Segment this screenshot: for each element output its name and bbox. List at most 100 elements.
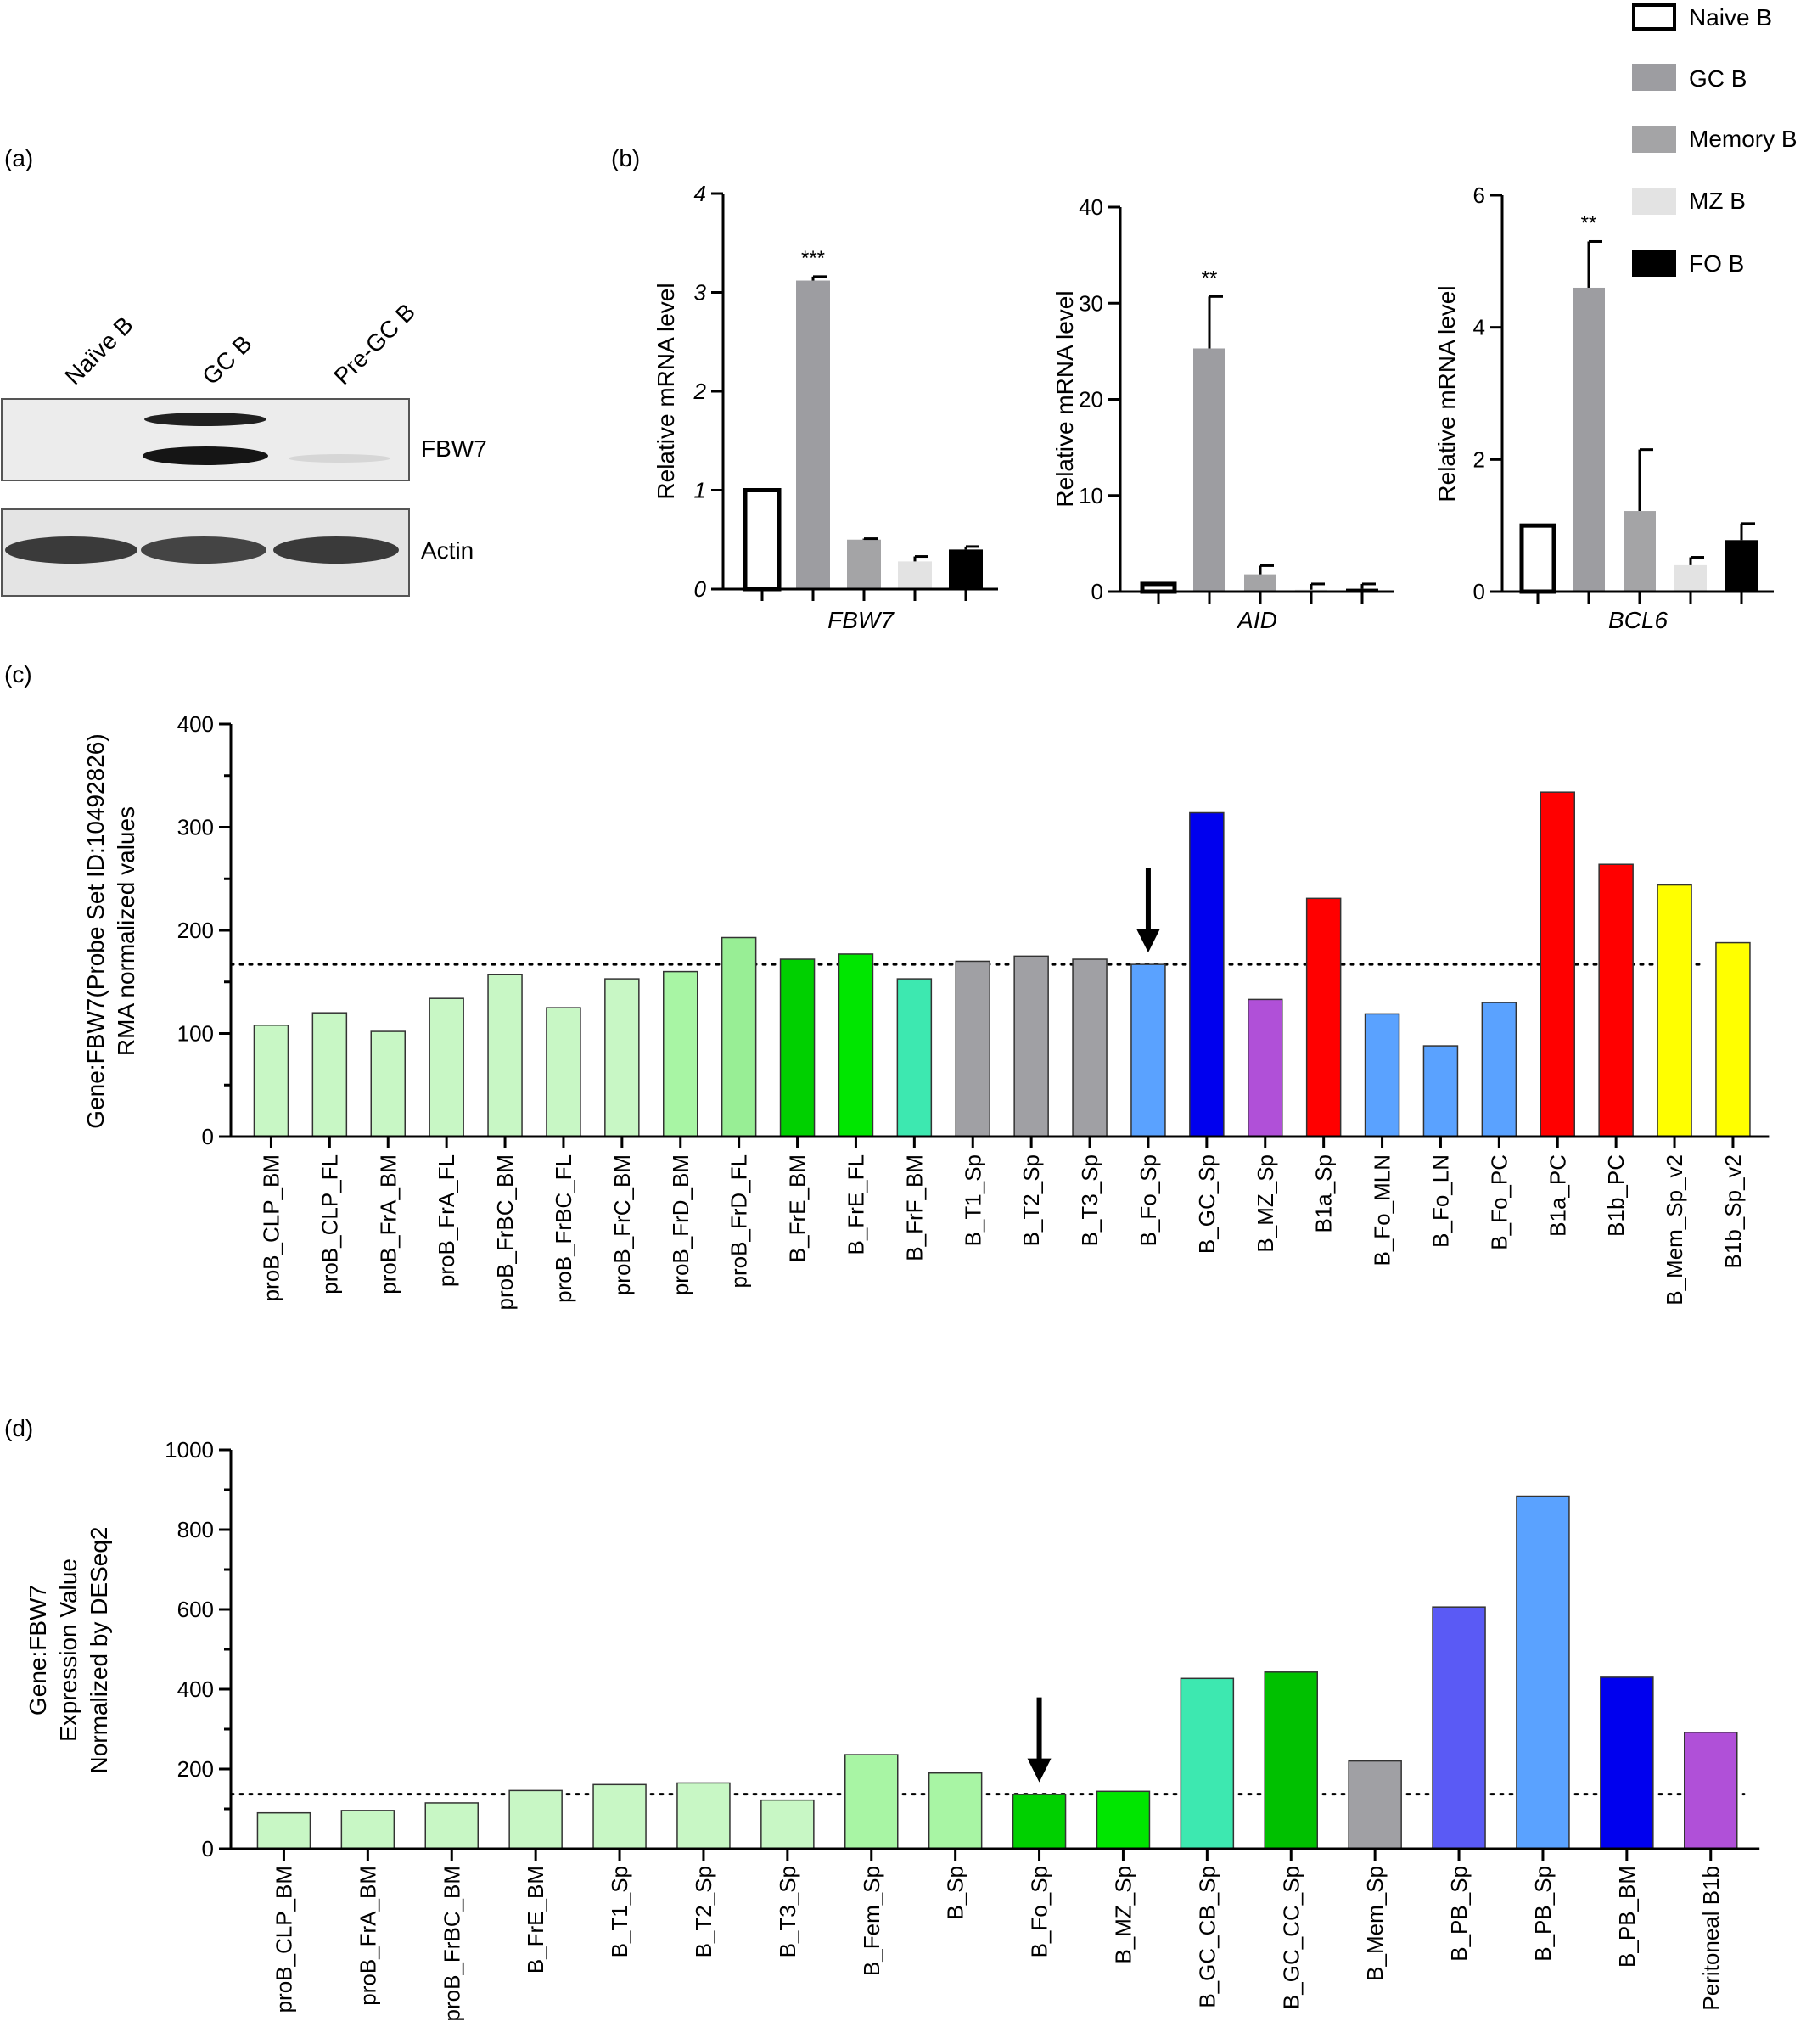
b3-y-tick-label: 4 [1473, 315, 1485, 340]
b2-y-tick-label: 0 [1091, 579, 1103, 604]
c-y-tick-label: 200 [177, 918, 214, 943]
d-category-label: B_Mem_Sp [1362, 1866, 1388, 1981]
b2-y-tick-label: 10 [1079, 483, 1103, 508]
d-bar [1348, 1760, 1402, 1850]
b1-x-axis-label: FBW7 [827, 607, 895, 633]
b3-bar [1624, 511, 1656, 592]
c-category-label: B_GC_Sp [1194, 1154, 1220, 1254]
lane-label-gc: GC B [197, 330, 256, 390]
fbw7-band-lower [143, 446, 268, 465]
c-category-label: B_Fo_MLN [1370, 1154, 1395, 1266]
b2-significance-label: ** [1202, 267, 1218, 289]
chart-fbw7-deseq2: proB_CLP_BM proB_FrA_BM proB_FrBC_BM B_FrE_… [25, 1437, 1760, 2022]
d-y-tick-label: 600 [177, 1597, 214, 1622]
legend-label-mz: MZ B [1689, 188, 1746, 214]
c-category-label: B_FrE_BM [785, 1154, 810, 1262]
chart-fbw7-mrna: *** 0 1 2 3 4 Relative mRNA level FBW7 [653, 181, 998, 633]
b1-bar [949, 549, 983, 589]
c-category-label: B_Mem_Sp_v2 [1662, 1154, 1687, 1306]
b1-y-tick-label: 4 [694, 181, 706, 206]
actin-band-naive [5, 536, 137, 564]
legend-swatch-mz [1632, 188, 1676, 215]
c-category-label: proB_CLP_BM [258, 1154, 283, 1301]
b1-significance-label: *** [801, 247, 825, 270]
d-bar [1264, 1671, 1318, 1850]
c-bar [779, 958, 816, 1137]
b3-y-tick-label: 0 [1473, 579, 1485, 604]
d-category-label: B_MZ_Sp [1110, 1866, 1136, 1964]
b1-bar [743, 488, 782, 592]
b3-y-axis-label: Relative mRNA level [1433, 285, 1460, 502]
c-bar [1715, 941, 1751, 1137]
b2-y-tick-label: 20 [1079, 387, 1103, 413]
legend-label-gc: GC B [1689, 65, 1747, 92]
fbw7-blot [1, 398, 410, 481]
c-bar [1248, 998, 1283, 1137]
c-category-label: B_FrF_BM [901, 1154, 927, 1261]
c-bar [663, 970, 698, 1137]
d-category-label: B_Sp [943, 1866, 968, 1920]
panel-d-label: (d) [4, 1415, 33, 1441]
d-y-tick-label: 0 [202, 1836, 214, 1862]
c-bar [1540, 791, 1575, 1137]
c-category-label: B1b_Sp_v2 [1720, 1154, 1746, 1268]
c-bar [546, 1007, 581, 1137]
d-y-tick-label: 400 [177, 1676, 214, 1702]
legend-swatch-memory [1632, 126, 1676, 153]
c-bar [1481, 1002, 1517, 1137]
c-bar [1657, 884, 1692, 1137]
b2-bar [1244, 574, 1276, 592]
b3-bar [1725, 540, 1758, 592]
b2-y-tick-label: 40 [1079, 194, 1103, 220]
d-category-label: proB_CLP_BM [271, 1866, 296, 2013]
c-y-axis-label: Gene:FBW7(Probe Set ID:10492826) [82, 733, 109, 1128]
d-category-label: B_T3_Sp [775, 1866, 800, 1957]
c-bar [838, 953, 874, 1137]
c-arrow-head [1136, 929, 1160, 953]
c-category-label: B_T3_Sp [1077, 1154, 1102, 1246]
c-category-label: B_Fo_LN [1427, 1154, 1453, 1248]
panel-b-label: (b) [611, 145, 640, 171]
b2-y-tick-label: 30 [1079, 290, 1103, 316]
fbw7-band-faint [289, 454, 390, 463]
c-category-label: B_MZ_Sp [1253, 1154, 1278, 1253]
b1-y-tick-label: 3 [694, 280, 707, 306]
c-category-label: proB_CLP_FL [317, 1154, 342, 1294]
d-bar [256, 1811, 311, 1850]
c-category-label: B_Fo_PC [1486, 1154, 1512, 1250]
d-category-label: B_GC_CC_Sp [1278, 1866, 1304, 2009]
d-category-label: B_FrE_BM [523, 1866, 548, 1974]
c-category-label: B_T2_Sp [1018, 1154, 1044, 1246]
c-category-label: proB_FrA_BM [375, 1154, 401, 1294]
c-category-label: proB_FrBC_BM [492, 1154, 518, 1311]
legend-label-naive: Naive B [1689, 4, 1772, 31]
b2-bar [1193, 348, 1226, 592]
b1-y-tick-label: 2 [693, 379, 707, 404]
legend-swatch-naive [1632, 3, 1676, 31]
d-bar [1096, 1790, 1151, 1850]
d-category-label: B_Fem_Sp [859, 1866, 884, 1976]
d-y-tick-label: 200 [177, 1756, 214, 1782]
actin-band-pregc [273, 536, 399, 564]
b3-bar [1573, 287, 1605, 592]
c-category-label: proB_FrBC_FL [551, 1154, 576, 1303]
c-bar [370, 1030, 406, 1137]
d-category-label: B_PB_Sp [1530, 1866, 1556, 1962]
b3-y-tick-label: 6 [1473, 182, 1485, 208]
b3-y-tick-label: 2 [1473, 446, 1485, 472]
b1-bar [796, 280, 830, 589]
b2-x-axis-label: AID [1236, 607, 1277, 633]
fbw7-band-upper [144, 413, 266, 426]
d-bar [760, 1799, 815, 1850]
c-bar [1598, 863, 1634, 1137]
c-y-axis-label: RMA normalized values [113, 806, 139, 1056]
b1-y-tick-label: 0 [694, 576, 707, 602]
d-category-label: B_GC_CB_Sp [1194, 1866, 1220, 2008]
d-bar [1600, 1676, 1654, 1850]
d-category-label: B_T1_Sp [607, 1866, 632, 1957]
d-bar [928, 1772, 983, 1850]
d-bar [1684, 1732, 1738, 1850]
d-bar [508, 1789, 563, 1850]
legend-swatch-gc [1632, 64, 1676, 91]
